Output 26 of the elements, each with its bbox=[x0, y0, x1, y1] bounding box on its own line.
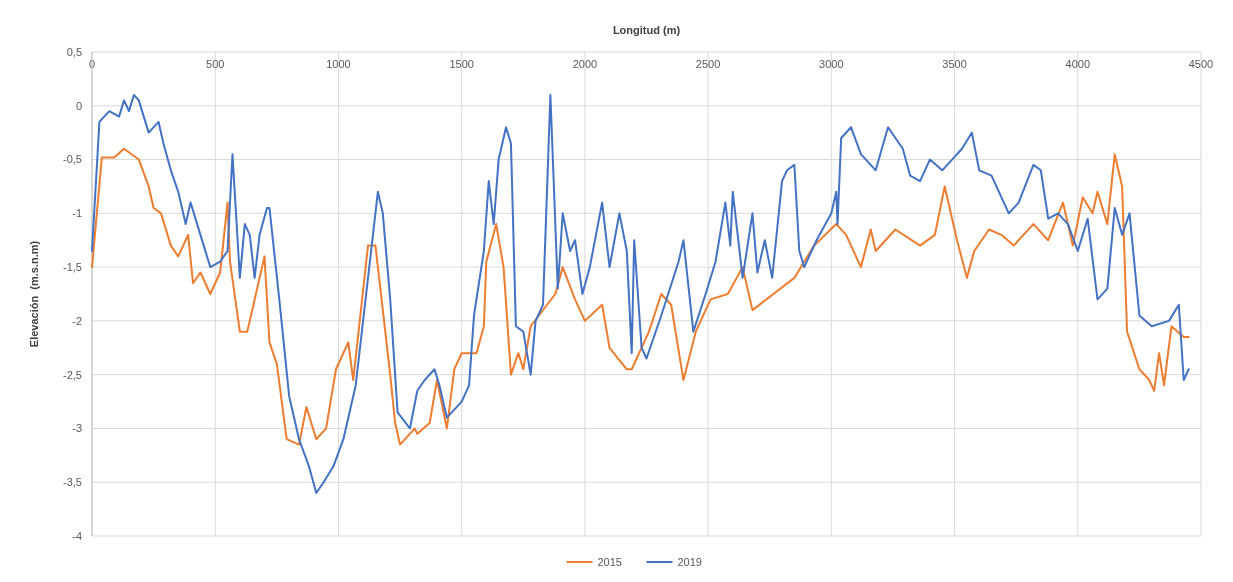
x-tick-label: 1500 bbox=[449, 58, 474, 70]
y-tick-label: 0 bbox=[75, 99, 82, 112]
x-tick-label: 4000 bbox=[1065, 58, 1091, 70]
x-tick-label: 3000 bbox=[819, 58, 844, 70]
legend-label: 2015 bbox=[597, 555, 622, 568]
line-series bbox=[91, 147, 1190, 446]
y-tick-label: -3 bbox=[72, 422, 82, 435]
y-tick-label: -4 bbox=[72, 529, 82, 542]
x-tick-label: 1000 bbox=[326, 58, 351, 70]
y-tick-label: -1 bbox=[72, 207, 82, 220]
x-tick-label: 2000 bbox=[572, 58, 598, 70]
x-tick-label: 2500 bbox=[695, 58, 721, 70]
x-tick-label: 4500 bbox=[1188, 58, 1214, 70]
y-tick-label: -2,5 bbox=[63, 368, 82, 381]
x-tick-label: 0 bbox=[88, 58, 96, 70]
line-series bbox=[91, 94, 1190, 494]
y-tick-label: -0,5 bbox=[63, 153, 82, 166]
legend-label: 2019 bbox=[677, 555, 702, 568]
y-tick-label: 0,5 bbox=[66, 45, 82, 58]
x-tick-label: 3500 bbox=[942, 58, 967, 70]
y-tick-label: -2 bbox=[72, 314, 82, 327]
x-tick-label: 500 bbox=[206, 58, 225, 70]
y-tick-label: -3,5 bbox=[63, 476, 82, 489]
y-axis-title: Elevación (m.s.n.m) bbox=[28, 240, 40, 348]
y-tick-label: -1,5 bbox=[63, 260, 82, 273]
x-axis-title: Longitud (m) bbox=[612, 24, 681, 36]
